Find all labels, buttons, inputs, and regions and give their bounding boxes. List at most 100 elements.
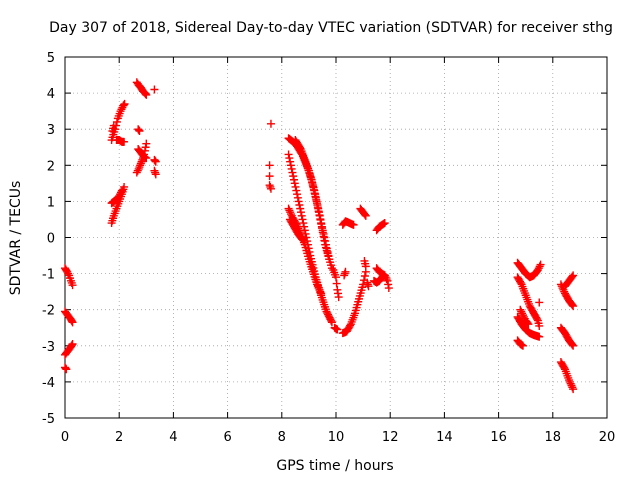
data-point (361, 262, 370, 271)
data-point (150, 85, 159, 94)
x-tick-labels: 0 2 4 6 8 10 12 14 16 18 20 (61, 430, 615, 445)
data-point (569, 271, 578, 280)
data-point (313, 282, 322, 291)
x-axis-label: GPS time / hours (276, 458, 393, 474)
grid-lines (65, 57, 607, 418)
data-point (533, 315, 542, 324)
data-point (132, 168, 141, 177)
data-point (523, 318, 532, 327)
data-point (116, 190, 125, 199)
data-point (286, 208, 295, 217)
data-point (266, 184, 275, 193)
data-point (327, 316, 336, 325)
data-point (380, 219, 389, 228)
data-point (289, 175, 298, 184)
data-point (135, 163, 144, 172)
data-point (569, 341, 578, 350)
data-point (299, 219, 308, 228)
x-tick-label: 2 (115, 430, 123, 445)
data-point (518, 309, 527, 318)
y-tick-label: 2 (47, 159, 55, 174)
y-tick-label: -4 (42, 376, 55, 391)
data-point (293, 193, 302, 202)
data-point (284, 150, 293, 159)
chart-title: Day 307 of 2018, Sidereal Day-to-day VTE… (49, 20, 613, 36)
data-point (315, 211, 324, 220)
data-point (315, 285, 324, 294)
data-point (334, 293, 343, 302)
data-point (566, 379, 575, 388)
data-point (534, 264, 543, 273)
data-point (298, 215, 307, 224)
data-points (61, 78, 578, 394)
y-axis-label: SDTVAR / TECUs (8, 181, 24, 296)
data-point (536, 260, 545, 269)
data-point (518, 311, 527, 320)
data-point (569, 385, 578, 394)
data-point (519, 312, 528, 321)
data-point (135, 127, 144, 136)
data-point (266, 119, 275, 128)
data-point (516, 305, 525, 314)
data-point (321, 240, 330, 249)
data-point (321, 237, 330, 246)
data-point (327, 318, 336, 327)
data-point (142, 90, 151, 99)
data-point (293, 190, 302, 199)
data-point (360, 272, 369, 281)
x-tick-label: 4 (169, 430, 177, 445)
data-point (535, 298, 544, 307)
data-point (142, 139, 151, 148)
data-point (524, 320, 533, 329)
data-point (364, 282, 373, 291)
data-point (333, 325, 342, 334)
data-point (116, 107, 125, 116)
data-point (568, 340, 577, 349)
data-point (317, 219, 326, 228)
x-tick-label: 12 (382, 430, 399, 445)
x-tick-label: 18 (545, 430, 562, 445)
data-point (298, 235, 307, 244)
data-point (151, 170, 160, 179)
data-point (313, 280, 322, 289)
data-point (287, 164, 296, 173)
data-point (325, 255, 334, 264)
data-point (565, 376, 574, 385)
data-point (294, 197, 303, 206)
data-point (292, 186, 301, 195)
data-point (322, 244, 331, 253)
x-tick-label: 14 (436, 430, 453, 445)
y-tick-labels: -5 -4 -3 -2 -1 0 1 2 3 4 5 (42, 51, 55, 427)
data-point (136, 159, 145, 168)
data-point (361, 211, 370, 220)
data-point (288, 168, 297, 177)
data-point (134, 164, 143, 173)
data-point (63, 267, 72, 276)
data-point (568, 272, 577, 281)
data-point (316, 215, 325, 224)
data-point (290, 179, 299, 188)
data-point (297, 211, 306, 220)
x-tick-label: 20 (599, 430, 616, 445)
y-tick-label: 4 (47, 87, 55, 102)
data-point (117, 188, 126, 197)
data-point (296, 204, 305, 213)
data-point (568, 383, 577, 392)
x-tick-label: 6 (223, 430, 231, 445)
data-point (323, 247, 332, 256)
y-tick-label: -3 (42, 340, 55, 355)
data-point (317, 222, 326, 231)
y-tick-label: -1 (42, 268, 55, 283)
x-tick-label: 0 (61, 430, 69, 445)
data-point (327, 264, 336, 273)
data-point (142, 154, 151, 163)
data-point (289, 172, 298, 181)
data-point (296, 208, 305, 217)
data-point (569, 302, 578, 311)
data-point (67, 317, 76, 326)
x-tick-label: 8 (278, 430, 286, 445)
data-point (136, 161, 145, 170)
data-point (151, 157, 160, 166)
data-point (346, 321, 355, 330)
